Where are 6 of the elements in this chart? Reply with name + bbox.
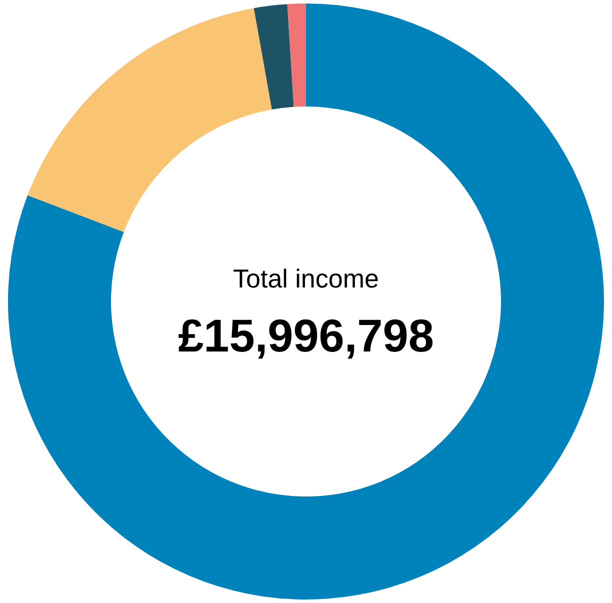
donut-slice: [254, 4, 294, 110]
donut-slice: [28, 8, 272, 232]
donut-slice: [8, 4, 604, 600]
text: £15,996,798: [178, 310, 434, 362]
text: Total income: [233, 264, 379, 294]
donut-slice: [287, 4, 306, 107]
